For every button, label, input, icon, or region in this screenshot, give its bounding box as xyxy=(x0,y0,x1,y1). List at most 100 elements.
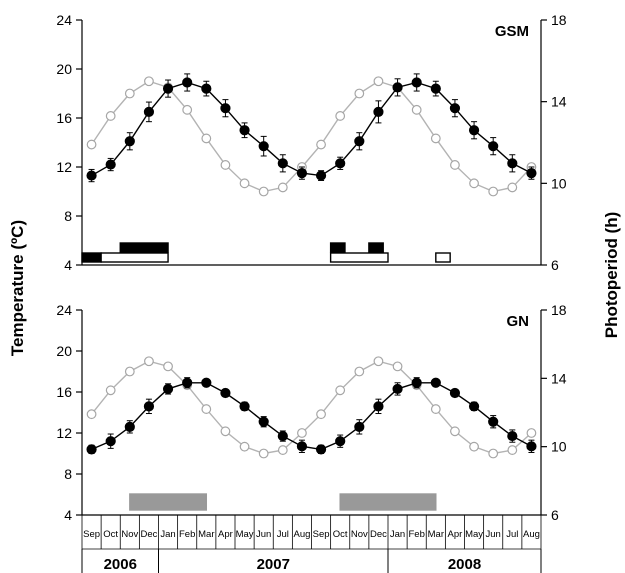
temperature-point xyxy=(239,125,250,136)
photoperiod-point xyxy=(411,104,422,115)
month-label: Dec xyxy=(140,529,157,540)
temperature-point xyxy=(220,387,231,399)
month-label: May xyxy=(465,529,483,540)
month-label: Oct xyxy=(333,529,348,540)
y-tick-label-left: 16 xyxy=(56,384,72,400)
photoperiod-point xyxy=(105,385,116,396)
month-label: Jul xyxy=(277,529,289,540)
y-tick-label-left: 12 xyxy=(56,159,72,175)
temperature-point xyxy=(468,401,480,412)
photoperiod-point xyxy=(105,111,116,121)
temperature-point xyxy=(430,83,441,94)
photoperiod-point xyxy=(354,88,365,99)
photoperiod-point xyxy=(163,361,173,372)
photoperiod-point xyxy=(201,404,212,414)
photoperiod-point xyxy=(450,160,460,170)
photoperiod-point xyxy=(335,385,346,396)
y-tick-label-left: 24 xyxy=(56,302,72,318)
month-label: Nov xyxy=(351,529,368,540)
temperature-point xyxy=(182,77,193,88)
photoperiod-line xyxy=(91,360,532,455)
photoperiod-point xyxy=(277,445,288,455)
temperature-point xyxy=(354,421,365,432)
photoperiod-point xyxy=(277,182,288,193)
temperature-point xyxy=(430,377,441,388)
y-tick-label-right: 6 xyxy=(551,257,559,273)
temperature-point xyxy=(239,401,250,412)
photoperiod-point xyxy=(297,428,307,438)
panel-title: GN xyxy=(507,313,530,330)
temperature-point xyxy=(449,387,461,399)
y-tick-label-left: 4 xyxy=(64,257,72,273)
temperature-point xyxy=(373,106,384,117)
temperature-point xyxy=(143,106,155,117)
temperature-point xyxy=(411,77,422,88)
temperature-point xyxy=(143,401,155,412)
temperature-point xyxy=(201,83,212,94)
month-label: Jun xyxy=(486,529,501,540)
temperature-point xyxy=(220,103,231,114)
photoperiod-point xyxy=(335,111,346,121)
y-tick-label-left: 20 xyxy=(56,61,72,77)
temperature-point xyxy=(315,444,327,455)
month-label: Jan xyxy=(160,529,175,540)
month-label: Jan xyxy=(390,529,405,540)
period-bar xyxy=(119,242,169,253)
y-axis-right-label: Photoperiod (h) xyxy=(602,212,621,339)
temperature-point xyxy=(335,158,346,169)
photoperiod-point xyxy=(124,366,135,377)
y-tick-label-right: 14 xyxy=(551,94,567,110)
y-axis-left-label: Temperature (ºC) xyxy=(8,220,27,356)
photoperiod-point xyxy=(507,445,518,455)
temperature-point xyxy=(86,170,97,181)
photoperiod-point xyxy=(488,448,499,459)
temperature-point xyxy=(392,82,403,93)
y-tick-label-right: 18 xyxy=(551,12,567,28)
y-tick-label-left: 12 xyxy=(56,425,72,441)
temperature-point xyxy=(162,83,174,94)
photoperiod-point xyxy=(430,133,441,144)
photoperiod-point xyxy=(316,139,326,150)
photoperiod-point xyxy=(144,76,154,87)
period-bar xyxy=(339,493,437,511)
month-label: Mar xyxy=(428,529,444,540)
month-label: Jun xyxy=(256,529,271,540)
period-bar xyxy=(129,493,208,511)
photoperiod-point xyxy=(182,104,193,115)
y-tick-label-right: 14 xyxy=(551,370,567,386)
month-label: Feb xyxy=(409,529,425,540)
year-label: 2006 xyxy=(104,556,137,573)
period-bar xyxy=(100,252,169,263)
temperature-line xyxy=(91,81,532,177)
temperature-point xyxy=(507,430,518,442)
temperature-point xyxy=(124,136,135,147)
month-label: Mar xyxy=(198,529,214,540)
photoperiod-point xyxy=(430,404,441,414)
photoperiod-point xyxy=(239,441,250,452)
temperature-point xyxy=(201,377,212,388)
photoperiod-point xyxy=(354,366,365,377)
photoperiod-point xyxy=(450,426,460,437)
temperature-point xyxy=(124,421,135,432)
temperature-point xyxy=(315,170,327,181)
photoperiod-point xyxy=(469,178,479,189)
photoperiod-point xyxy=(373,356,384,367)
photoperiod-point xyxy=(258,186,269,197)
temperature-point xyxy=(258,141,269,152)
temperature-point xyxy=(277,430,288,442)
y-tick-label-left: 4 xyxy=(64,507,72,523)
photoperiod-point xyxy=(239,178,250,189)
temperature-point xyxy=(526,168,537,179)
period-bar xyxy=(435,252,451,263)
photoperiod-point xyxy=(392,361,403,372)
month-label: Sep xyxy=(83,529,100,540)
panel-gsm: 4 8 12 16 20 24 6 10 14 18 GSM xyxy=(56,12,566,273)
panel-gn: 4 8 12 16 20 24 6 10 14 18 GN xyxy=(56,302,566,523)
y-tick-label-right: 10 xyxy=(551,439,567,455)
photoperiod-point xyxy=(124,88,135,99)
period-bar xyxy=(329,242,346,253)
month-label: Nov xyxy=(121,529,138,540)
period-bar xyxy=(329,252,389,263)
year-label: 2008 xyxy=(448,556,481,573)
photoperiod-point xyxy=(144,356,154,367)
